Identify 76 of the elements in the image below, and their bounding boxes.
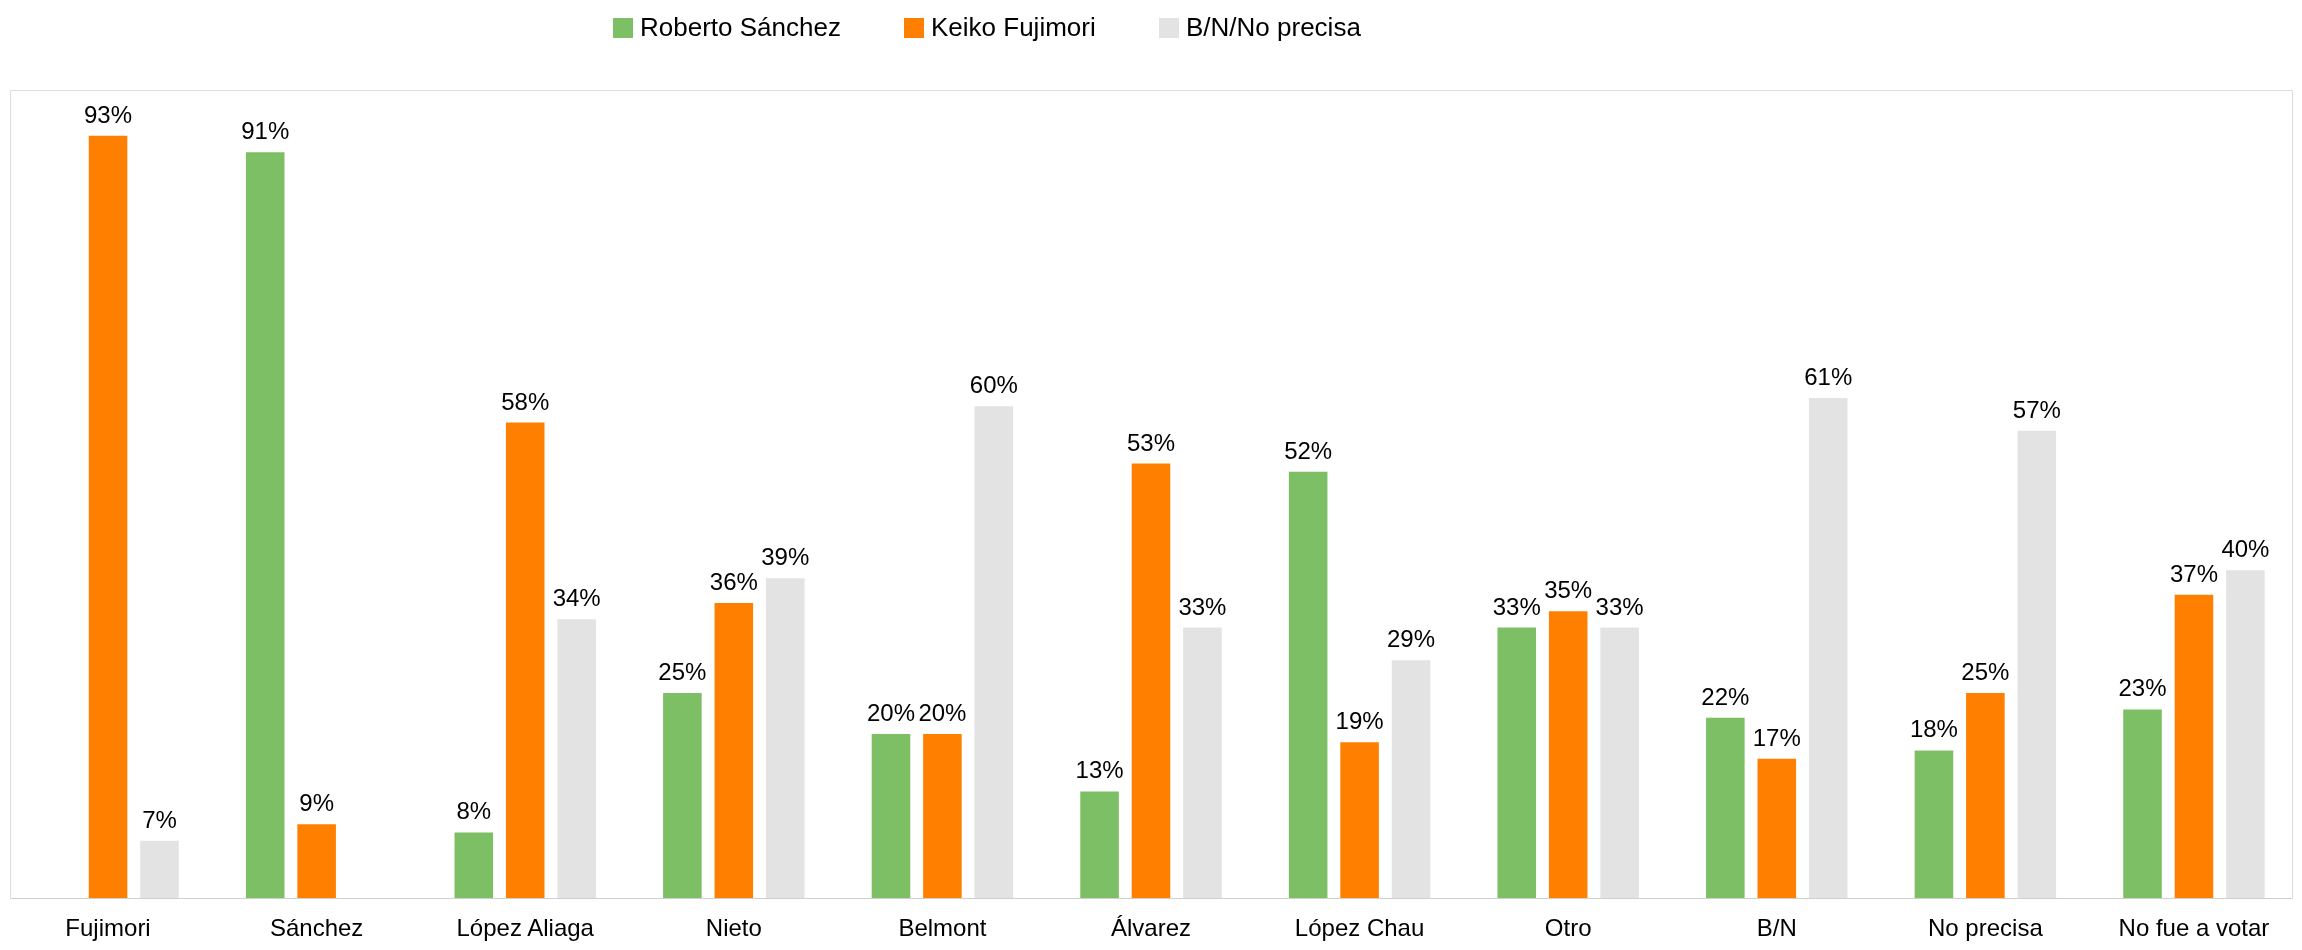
data-label: 40%: [2221, 535, 2270, 563]
bar: [454, 832, 494, 898]
data-label: 13%: [1075, 756, 1124, 784]
bar: [1808, 398, 1848, 898]
bar: [1080, 791, 1119, 898]
bar: [1340, 742, 1379, 898]
bar: [1288, 471, 1328, 898]
data-label: 61%: [1804, 363, 1853, 391]
data-label: 33%: [1178, 592, 1227, 620]
data-label: 22%: [1701, 682, 1750, 710]
bar: [88, 135, 128, 898]
bar: [2123, 709, 2162, 898]
legend-label: Roberto Sánchez: [640, 12, 841, 42]
data-label: 39%: [761, 543, 810, 571]
bar: [505, 422, 545, 898]
bar: [2174, 594, 2214, 898]
bar: [1548, 611, 1588, 898]
bar: [1914, 750, 1954, 898]
x-tick-label: B/N: [1756, 913, 1797, 941]
data-label: 17%: [1752, 723, 1801, 751]
data-label: 33%: [1595, 592, 1644, 620]
data-label: 35%: [1544, 576, 1593, 604]
x-tick-label: Álvarez: [1110, 913, 1192, 941]
bar: [974, 406, 1014, 898]
data-label: 93%: [84, 100, 133, 128]
data-label: 60%: [969, 371, 1018, 399]
data-label: 25%: [658, 658, 707, 686]
bar: [663, 693, 702, 898]
bar: [1131, 463, 1171, 898]
data-label: 18%: [1909, 715, 1958, 743]
bar: [1391, 660, 1431, 898]
bar: [140, 840, 179, 898]
bar: [765, 578, 805, 898]
data-label: 7%: [142, 805, 177, 833]
x-tick-label: No fue a votar: [2118, 913, 2270, 941]
data-label: 91%: [241, 117, 290, 145]
bar: [2226, 570, 2265, 898]
data-label: 53%: [1126, 428, 1176, 456]
legend-label: B/N/No precisa: [1186, 12, 1362, 42]
x-tick-label: López Aliaga: [456, 913, 595, 941]
data-label: 36%: [709, 567, 758, 595]
bar: [1497, 627, 1537, 898]
bar: [2017, 430, 2057, 898]
bar: [923, 734, 962, 898]
data-label: 58%: [501, 387, 550, 415]
bar: [1600, 627, 1639, 898]
x-tick-label: No precisa: [1928, 913, 2044, 941]
data-label: 20%: [866, 699, 915, 727]
x-tick-label: Sánchez: [269, 913, 364, 941]
bar: [1757, 758, 1797, 898]
x-tick-label: Fujimori: [65, 913, 151, 941]
bar: [871, 734, 911, 898]
bar: [1183, 627, 1222, 898]
x-tick-label: López Chau: [1294, 913, 1425, 941]
x-tick-label: Otro: [1544, 913, 1592, 941]
data-label: 25%: [1961, 658, 2010, 686]
x-tick-label: Belmont: [898, 913, 987, 941]
data-label: 19%: [1335, 707, 1384, 735]
bar: [557, 619, 596, 898]
data-label: 57%: [2012, 395, 2061, 423]
data-label: 8%: [456, 797, 492, 825]
data-label: 29%: [1387, 625, 1436, 653]
data-label: 9%: [299, 789, 334, 817]
data-label: 20%: [918, 699, 967, 727]
data-label: 34%: [552, 584, 601, 612]
x-tick-label: Nieto: [705, 913, 762, 941]
data-label: 23%: [2118, 674, 2167, 702]
bar: [245, 152, 285, 898]
data-label: 37%: [2169, 559, 2218, 587]
data-label: 33%: [1492, 592, 1541, 620]
bar: [714, 602, 754, 898]
data-label: 52%: [1284, 436, 1333, 464]
bar: [297, 824, 336, 898]
bar: [1966, 693, 2005, 898]
legend-label: Keiko Fujimori: [931, 12, 1096, 42]
bar: [1706, 717, 1745, 898]
